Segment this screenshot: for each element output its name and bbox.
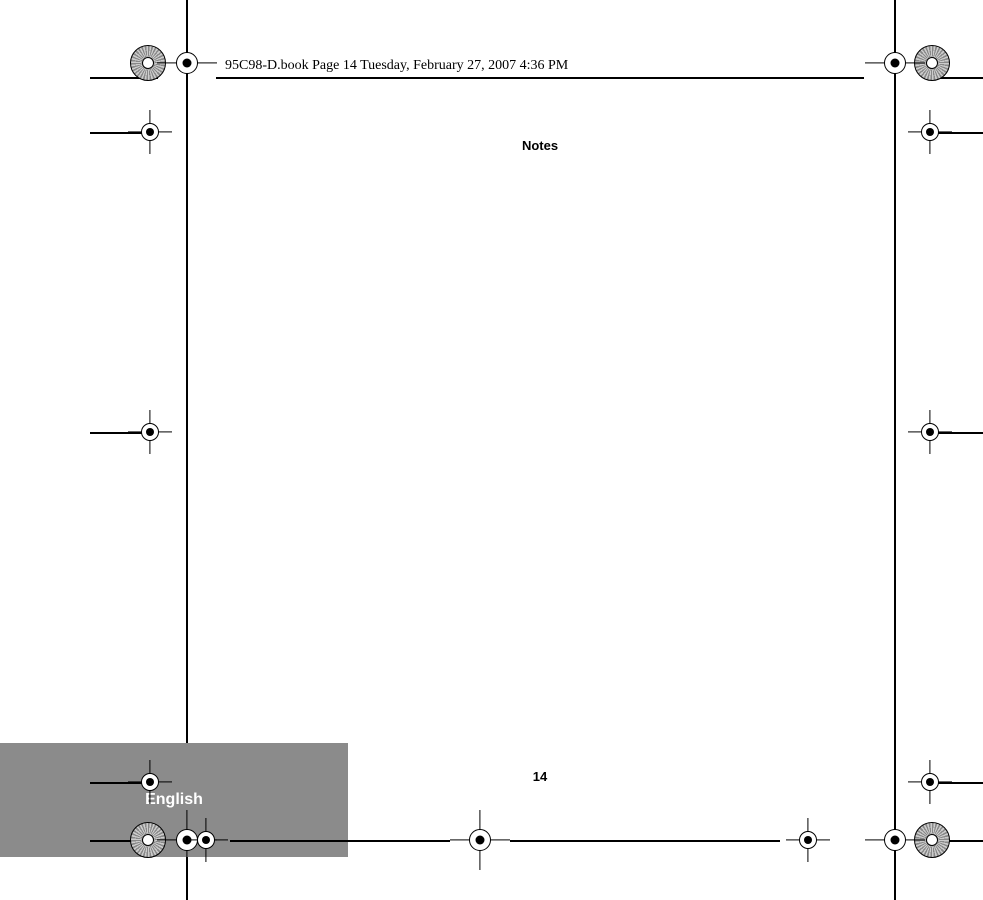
crop-line xyxy=(924,132,983,134)
registration-mark-icon xyxy=(450,810,510,870)
crop-line xyxy=(510,840,780,842)
header-text: 95C98-D.book Page 14 Tuesday, February 2… xyxy=(225,58,568,74)
registration-wheel-icon xyxy=(914,45,950,81)
registration-mark-icon xyxy=(786,818,830,862)
page-title: Notes xyxy=(490,138,590,153)
crop-line xyxy=(90,782,158,784)
crop-line xyxy=(216,77,864,79)
registration-wheel-icon xyxy=(130,45,166,81)
crop-line xyxy=(924,77,983,79)
crop-line xyxy=(90,132,158,134)
crop-line xyxy=(90,77,158,79)
language-label: English xyxy=(145,791,203,809)
crop-line xyxy=(924,840,983,842)
crop-line xyxy=(924,782,983,784)
crop-line xyxy=(230,840,450,842)
crop-line xyxy=(924,432,983,434)
crop-line xyxy=(894,0,896,900)
crop-line xyxy=(90,432,158,434)
crop-line xyxy=(90,840,158,842)
page-number: 14 xyxy=(510,769,570,784)
